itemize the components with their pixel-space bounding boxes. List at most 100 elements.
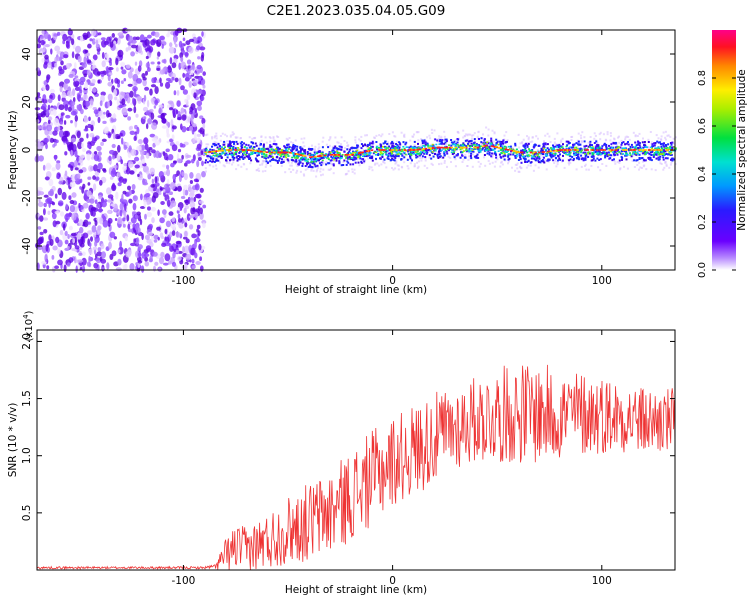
spectrogram-halo-cell	[383, 162, 386, 165]
spectrogram-core-cell	[545, 155, 548, 157]
spectrogram-band-cell	[480, 141, 483, 144]
spectrogram-noise-cell	[125, 64, 131, 69]
spectrogram-noise-cell	[77, 173, 81, 179]
spectrogram-halo-cell	[261, 170, 264, 173]
spectrogram-noise-cell	[100, 243, 105, 250]
spectrogram-noise-cell	[116, 67, 119, 72]
spectrogram-core-cell	[489, 142, 491, 145]
spectrogram-peak-cell	[621, 149, 625, 151]
spectrogram-band-cell	[572, 159, 575, 162]
spectrogram-core-cell	[527, 154, 530, 156]
spectrogram-band-cell	[292, 154, 295, 157]
spectrogram-band-cell	[579, 147, 582, 150]
spectrogram-noise-cell	[95, 176, 100, 181]
spectrogram-noise-cell	[79, 76, 86, 83]
spectrogram-noise-cell	[118, 104, 124, 109]
spectrogram-noise-cell	[193, 196, 196, 202]
spectrogram-halo-cell	[348, 147, 351, 150]
spectrogram-noise-cell	[196, 45, 201, 51]
spectrogram-core-cell	[386, 154, 389, 156]
spectrogram-halo-cell	[499, 165, 502, 168]
spectrogram-band-cell	[571, 146, 574, 149]
spectrogram-band-cell	[416, 155, 419, 158]
spectrogram-halo-cell	[397, 164, 400, 167]
spectrogram-band-cell	[235, 156, 238, 159]
spectrogram-band-cell	[563, 152, 566, 154]
spectrogram-band-cell	[301, 165, 304, 167]
spectrogram-halo-cell	[472, 153, 475, 156]
spectrogram-band-cell	[424, 143, 427, 146]
spectrogram-halo-cell	[447, 155, 450, 158]
spectrogram-halo-cell	[322, 136, 325, 139]
spectrogram-band-cell	[472, 142, 475, 145]
spectrogram-noise-cell	[157, 209, 160, 216]
spectrogram-band-cell	[671, 157, 674, 160]
spectrogram-core-cell	[633, 151, 636, 153]
spectrogram-halo-cell	[655, 134, 658, 137]
spectrogram-band-cell	[453, 156, 456, 159]
spectrogram-core-cell	[603, 153, 606, 155]
spectrogram-noise-cell	[52, 245, 58, 251]
spectrogram-band-cell	[605, 152, 608, 155]
spectrogram-noise-cell	[106, 187, 112, 195]
spectrogram-band-cell	[570, 146, 573, 149]
spectrogram-noise-cell	[54, 211, 60, 214]
spectrogram-core-cell	[402, 145, 405, 148]
spectrogram-noise-cell	[110, 205, 113, 210]
spectrogram-core-cell	[649, 150, 652, 152]
spectrogram-noise-cell	[175, 240, 182, 245]
spectrogram-noise-cell	[128, 198, 133, 204]
spectrogram-halo-cell	[527, 138, 530, 141]
spectrogram-halo-cell	[506, 139, 509, 142]
spectrogram-noise-cell	[59, 85, 63, 93]
spectrogram-noise-cell	[169, 182, 176, 190]
spectrogram-noise-cell	[145, 55, 149, 60]
spectrogram-halo-cell	[261, 160, 264, 162]
spectrogram-peak-cell	[574, 149, 577, 151]
spectrogram-core-cell	[316, 152, 318, 155]
spectrogram-noise-cell	[161, 125, 168, 129]
spectrogram-core-cell	[469, 150, 472, 152]
spectrogram-band-cell	[562, 154, 564, 157]
spectrogram-core-cell	[456, 144, 459, 146]
spectrogram-noise-cell	[165, 81, 171, 89]
spectrogram-band-cell	[266, 161, 269, 164]
spectrogram-peak-cell	[490, 145, 494, 147]
spectrogram-noise-cell	[51, 255, 55, 260]
spectrogram-noise-cell	[70, 100, 76, 106]
spectrogram-halo-cell	[380, 135, 383, 138]
spectrogram-noise-cell	[41, 260, 47, 265]
spectrogram-band-cell	[663, 142, 665, 145]
spectrogram-noise-cell	[196, 133, 201, 137]
spectrogram-band-cell	[489, 148, 492, 151]
spectrogram-core-cell	[210, 155, 213, 158]
spectrogram-core-cell	[507, 145, 510, 148]
spectrogram-band-cell	[304, 165, 307, 167]
spectrogram-band-cell	[382, 142, 385, 145]
spectrogram-noise-cell	[137, 65, 142, 72]
spectrogram-band-cell	[477, 144, 480, 146]
spectrogram-halo-cell	[317, 166, 319, 169]
spectrogram-core-cell	[401, 150, 404, 152]
spectrogram-band-cell	[536, 155, 539, 158]
spectrogram-core-cell	[418, 153, 421, 156]
spectrogram-noise-cell	[173, 160, 177, 164]
spectrogram-noise-cell	[84, 49, 89, 53]
spectrogram-band-cell	[658, 141, 661, 144]
spectrogram-band-cell	[583, 145, 586, 148]
spectrogram-noise-cell	[180, 56, 184, 62]
spectrogram-core-cell	[349, 152, 352, 154]
spectrogram-core-cell	[567, 153, 570, 155]
spectrogram-noise-cell	[63, 83, 67, 89]
spectrogram-noise-cell	[143, 94, 147, 102]
colorbar-tick-label: 0.8	[697, 70, 708, 86]
spectrogram-halo-cell	[608, 150, 611, 152]
spectrogram-band-cell	[662, 150, 665, 153]
spectrogram-halo-cell	[665, 163, 668, 166]
spectrogram-halo-cell	[391, 131, 394, 134]
spectrogram-band-cell	[499, 140, 502, 143]
spectrogram-noise-cell	[46, 76, 50, 83]
spectrogram-band-cell	[597, 145, 600, 148]
spectrogram-peak-cell	[378, 149, 381, 151]
spectrogram-halo-cell	[375, 134, 378, 137]
